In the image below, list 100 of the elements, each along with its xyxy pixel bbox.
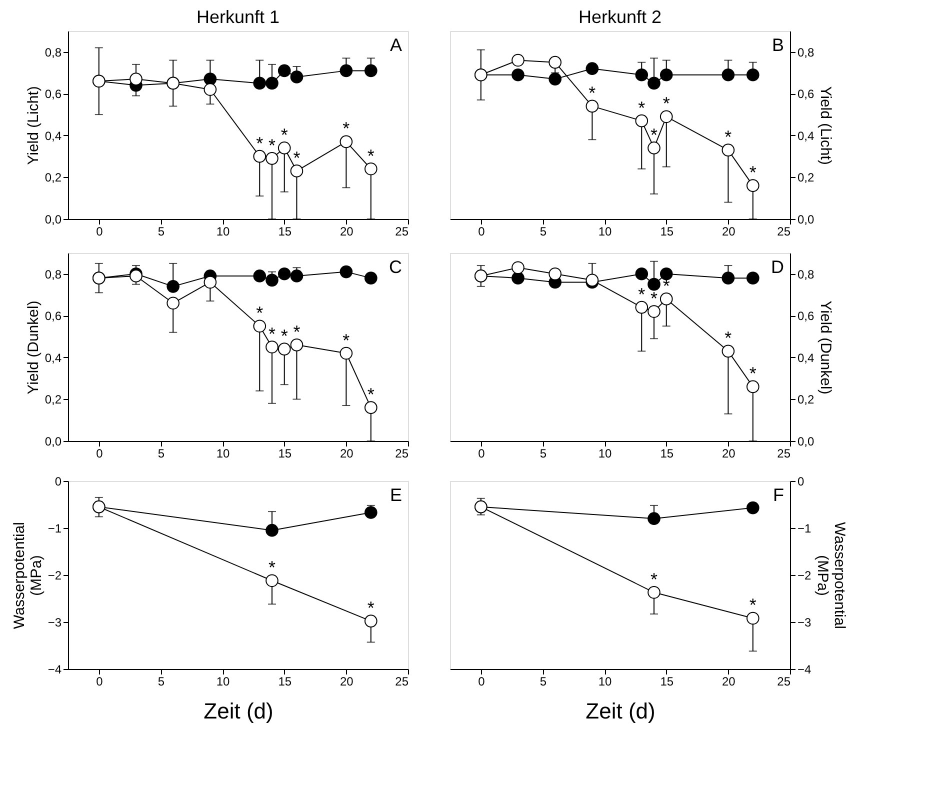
annotation: * — [650, 124, 658, 145]
annotation: * — [662, 276, 670, 296]
x-axis-title: Zeit (d) — [586, 698, 656, 724]
annotation: * — [268, 135, 276, 156]
y-tick-label: 0,2 — [798, 170, 815, 185]
x-axis-title: Zeit (d) — [204, 698, 274, 724]
y-tick-label: −3 — [798, 616, 812, 630]
annotation: A — [390, 35, 402, 55]
x-tick-label: 15 — [660, 446, 674, 460]
x-tick-label: 25 — [777, 224, 791, 238]
annotation: * — [662, 94, 670, 114]
annotation: D — [771, 257, 784, 277]
x-tick-label: 20 — [722, 446, 736, 460]
x-tick-label: 0 — [478, 446, 486, 460]
x-tick-label: 10 — [216, 674, 230, 688]
annotation: * — [749, 162, 756, 183]
chart-title: Herkunft 2 — [578, 7, 662, 27]
x-tick-label: 10 — [598, 446, 612, 460]
y-tick-label: −1 — [48, 522, 62, 536]
annotation: * — [650, 569, 658, 590]
x-tick-label: 0 — [478, 674, 486, 688]
y-tick-label: 0 — [798, 474, 804, 488]
x-tick-label: 15 — [660, 674, 674, 688]
y-axis-title: Wasserpotential (MPa) — [10, 522, 45, 629]
y-tick-label: 0,8 — [44, 267, 62, 282]
y-axis-title: Yield (Dunkel) — [817, 300, 834, 394]
x-tick-label: 20 — [722, 674, 736, 688]
y-tick-label: −1 — [798, 522, 812, 536]
y-tick-label: 0,0 — [44, 434, 62, 448]
annotation: * — [293, 148, 300, 168]
annotation: * — [749, 364, 756, 384]
annotation: * — [749, 595, 756, 616]
annotation: * — [256, 133, 264, 154]
y-tick-label: 0,8 — [798, 267, 815, 282]
y-tick-label: 0,8 — [44, 45, 62, 60]
annotation: * — [268, 324, 276, 344]
annotation: * — [367, 146, 374, 166]
y-tick-label: 0,8 — [798, 45, 815, 60]
x-tick-label: 25 — [395, 224, 409, 238]
x-tick-label: 10 — [216, 224, 230, 238]
y-tick-label: −4 — [48, 662, 62, 676]
annotation: * — [268, 558, 276, 578]
y-tick-label: 0,6 — [44, 87, 62, 102]
y-tick-label: −4 — [798, 662, 812, 676]
x-tick-label: 10 — [598, 224, 612, 238]
y-axis-title: Yield (Licht) — [24, 86, 42, 165]
y-tick-label: −3 — [48, 616, 62, 630]
annotation: E — [390, 485, 402, 505]
annotation: B — [772, 35, 784, 55]
y-tick-label: 0,6 — [798, 87, 815, 102]
annotation: * — [280, 124, 288, 145]
x-tick-label: 5 — [540, 224, 547, 238]
y-tick-label: 0,0 — [798, 212, 815, 226]
y-tick-label: 0,0 — [44, 212, 62, 226]
annotation: * — [256, 303, 264, 324]
x-tick-label: 10 — [216, 446, 230, 460]
chart-title: Herkunft 1 — [196, 7, 280, 27]
y-tick-label: 0,6 — [798, 309, 815, 324]
x-tick-label: 25 — [777, 446, 791, 460]
x-tick-label: 5 — [158, 224, 165, 238]
y-tick-label: 0,4 — [44, 350, 62, 365]
y-axis-title: Wasserpotential (MPa) — [814, 522, 848, 629]
y-tick-label: 0,0 — [798, 434, 815, 448]
x-tick-label: 0 — [96, 224, 104, 238]
annotation: * — [650, 288, 658, 308]
x-tick-label: 25 — [777, 674, 791, 688]
x-tick-label: 20 — [340, 446, 354, 460]
x-tick-label: 5 — [158, 674, 165, 688]
x-tick-label: 20 — [340, 674, 354, 688]
y-tick-label: 0,4 — [798, 350, 815, 365]
annotation: C — [389, 257, 402, 277]
x-tick-label: 20 — [340, 224, 354, 238]
y-tick-label: 0,2 — [798, 392, 815, 407]
x-tick-label: 25 — [395, 446, 409, 460]
y-tick-label: 0,2 — [44, 170, 62, 185]
annotation: * — [638, 98, 646, 118]
y-tick-label: 0 — [54, 474, 62, 488]
x-tick-label: 0 — [96, 674, 104, 688]
y-tick-label: 0,6 — [44, 309, 62, 324]
annotation: * — [367, 384, 374, 405]
x-tick-label: 0 — [96, 446, 104, 460]
annotation: * — [724, 127, 732, 148]
y-tick-label: −2 — [798, 568, 812, 582]
annotation: * — [588, 83, 596, 104]
annotation: * — [367, 598, 374, 618]
x-tick-label: 15 — [278, 224, 292, 238]
y-axis-title: Yield (Licht) — [817, 86, 834, 165]
annotation: F — [773, 485, 784, 505]
x-tick-label: 5 — [158, 446, 165, 460]
x-tick-label: 5 — [540, 674, 547, 688]
annotation: * — [342, 330, 350, 350]
x-tick-label: 10 — [598, 674, 612, 688]
annotation: * — [342, 118, 350, 139]
annotation: * — [638, 284, 646, 304]
x-tick-label: 15 — [278, 674, 292, 688]
x-tick-label: 0 — [478, 224, 486, 238]
x-tick-label: 5 — [540, 446, 547, 460]
x-tick-label: 20 — [722, 224, 736, 238]
x-tick-label: 25 — [395, 674, 409, 688]
annotation: * — [293, 322, 300, 342]
